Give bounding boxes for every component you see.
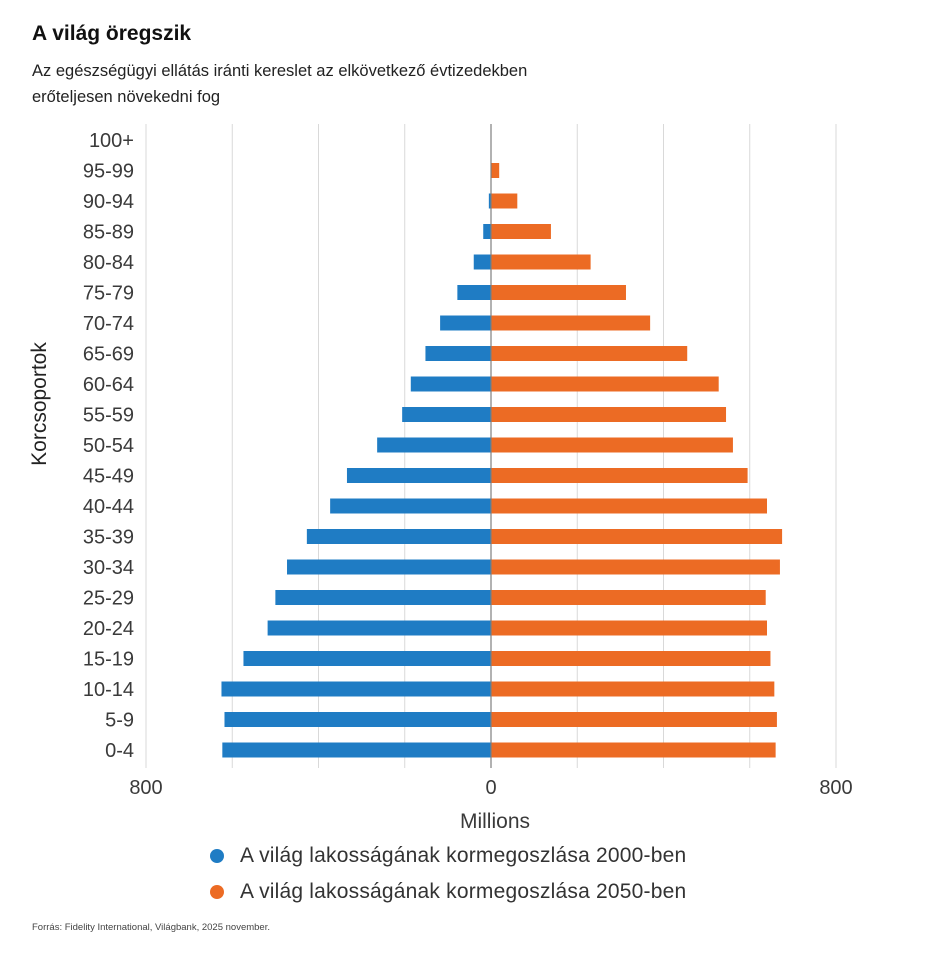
bar-2000-20-24 <box>267 620 491 636</box>
bar-2000-85-89 <box>483 224 491 239</box>
bar-2000-30-34 <box>287 559 491 575</box>
bar-2050-30-34 <box>491 559 780 575</box>
chart-subtitle: Az egészségügyi ellátás iránti kereslet … <box>32 62 528 106</box>
bar-2000-35-39 <box>306 529 491 544</box>
bar-2050-35-39 <box>491 529 783 544</box>
category-label-20-24: 20-24 <box>83 618 134 640</box>
bar-2050-45-49 <box>491 468 748 483</box>
bar-2050-15-19 <box>491 651 771 666</box>
category-label-60-64: 60-64 <box>83 374 134 396</box>
bar-2050-75-79 <box>491 285 626 300</box>
category-label-70-74: 70-74 <box>83 313 134 335</box>
category-label-10-14: 10-14 <box>83 679 134 701</box>
bar-2050-50-54 <box>491 437 733 453</box>
bar-2000-55-59 <box>402 407 491 422</box>
bar-2000-70-74 <box>440 315 491 331</box>
category-label-45-49: 45-49 <box>83 466 134 488</box>
bar-2050-70-74 <box>491 315 651 331</box>
category-label-95-99: 95-99 <box>83 161 134 183</box>
x-tick-label: 800 <box>129 777 162 799</box>
bar-2000-75-79 <box>457 285 491 300</box>
legend-item-2050: A világ lakosságának kormegoszlása 2050-… <box>210 874 686 910</box>
bar-2000-50-54 <box>377 437 491 453</box>
category-label-80-84: 80-84 <box>83 252 134 274</box>
x-axis-title: Millions <box>460 810 530 830</box>
chart-title: A világ öregszik <box>32 22 192 45</box>
bar-2050-85-89 <box>491 224 551 239</box>
category-label-40-44: 40-44 <box>83 496 134 518</box>
bar-2050-25-29 <box>491 590 766 605</box>
bar-2050-0-4 <box>491 742 776 758</box>
category-label-100+: 100+ <box>89 130 134 152</box>
bar-2050-10-14 <box>491 681 775 697</box>
category-label-50-54: 50-54 <box>83 435 134 457</box>
x-tick-label: 800 <box>819 777 852 799</box>
bar-2000-0-4 <box>222 742 492 758</box>
legend-label-2050: A világ lakosságának kormegoszlása 2050-… <box>240 880 687 903</box>
category-label-90-94: 90-94 <box>83 191 134 213</box>
category-label-65-69: 65-69 <box>83 344 134 366</box>
source-note: Forrás: Fidelity International, Világban… <box>32 922 270 933</box>
bar-2000-80-84 <box>473 254 491 270</box>
legend-item-2000: A világ lakosságának kormegoszlása 2000-… <box>210 838 686 874</box>
category-label-55-59: 55-59 <box>83 405 134 427</box>
category-label-15-19: 15-19 <box>83 649 134 671</box>
bar-2000-15-19 <box>243 651 491 666</box>
category-label-25-29: 25-29 <box>83 588 134 610</box>
bar-2050-20-24 <box>491 620 767 636</box>
bar-2050-90-94 <box>491 193 518 209</box>
legend-swatch-2000 <box>210 849 224 863</box>
bar-2000-5-9 <box>224 712 492 727</box>
bar-2050-95-99 <box>491 163 500 178</box>
category-label-5-9: 5-9 <box>105 710 134 732</box>
category-label-85-89: 85-89 <box>83 222 134 244</box>
bar-2050-5-9 <box>491 712 777 727</box>
x-tick-label: 0 <box>485 777 496 799</box>
category-label-35-39: 35-39 <box>83 527 134 549</box>
bar-2000-40-44 <box>330 498 491 514</box>
bar-2000-45-49 <box>346 468 491 483</box>
bar-2000-25-29 <box>275 590 491 605</box>
bar-2050-40-44 <box>491 498 767 514</box>
category-label-75-79: 75-79 <box>83 283 134 305</box>
category-label-30-34: 30-34 <box>83 557 134 579</box>
category-label-0-4: 0-4 <box>105 740 134 762</box>
bar-2050-60-64 <box>491 376 719 392</box>
legend-swatch-2050 <box>210 885 224 899</box>
bar-2000-65-69 <box>425 346 491 361</box>
bars <box>221 132 783 758</box>
bar-2050-80-84 <box>491 254 591 270</box>
bar-2050-55-59 <box>491 407 727 422</box>
axes: 800 0 800 Millions Korcsoportok <box>28 124 853 830</box>
category-labels: 100+ 95-99 90-94 85-89 80-84 75-79 70-74 65-69 6… <box>83 130 134 762</box>
population-pyramid-chart: 100+ 95-99 90-94 85-89 80-84 75-79 70-74 65-69 6… <box>28 124 853 830</box>
legend: A világ lakosságának kormegoszlása 2000-… <box>210 838 686 910</box>
bar-2000-90-94 <box>488 193 491 209</box>
legend-label-2000: A világ lakosságának kormegoszlása 2000-… <box>240 844 687 867</box>
bar-2000-60-64 <box>410 376 491 392</box>
bar-2000-10-14 <box>221 681 491 697</box>
y-axis-title: Korcsoportok <box>28 342 51 466</box>
bar-2050-65-69 <box>491 346 688 361</box>
